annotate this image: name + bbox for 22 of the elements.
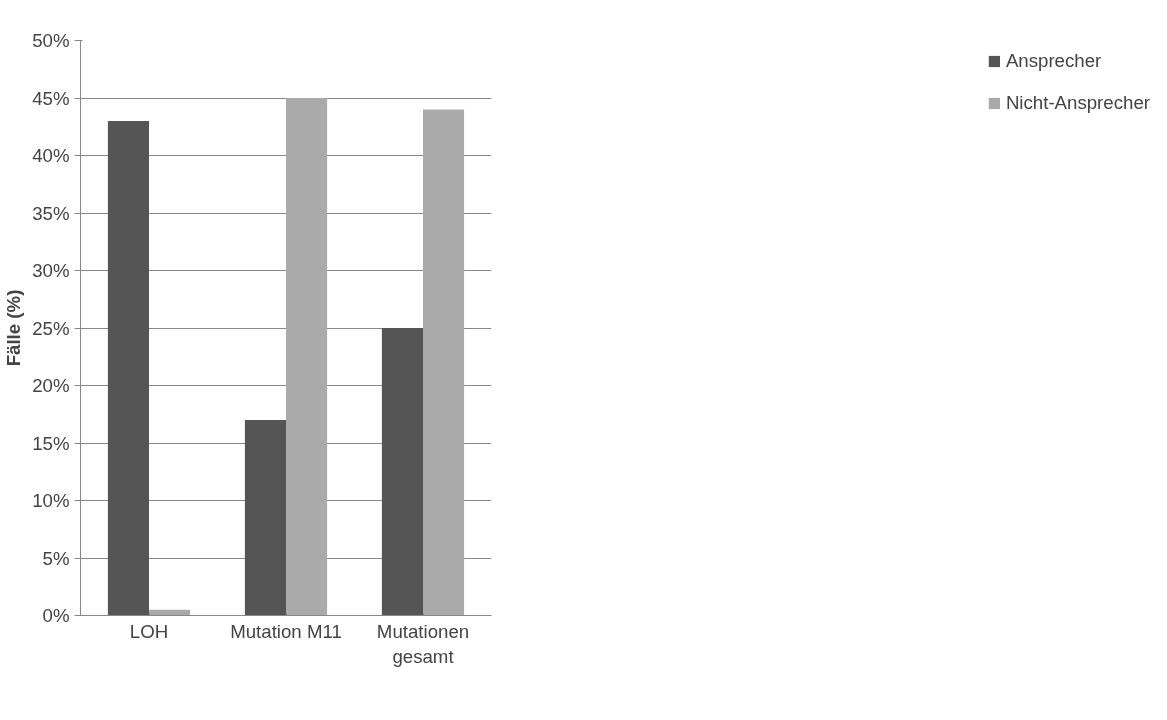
x-tick-label: LOH [129,620,169,642]
bar [244,420,286,616]
bar [423,109,465,616]
y-tick-label: 10% [32,490,70,511]
y-tick-label: 30% [32,260,70,281]
y-tick-label: 5% [42,547,70,569]
y-tick-label: 45% [32,87,70,109]
y-tick-label: 20% [32,375,70,396]
bar [286,98,328,616]
y-tick-label: 35% [32,202,70,224]
y-tick-label: 25% [32,317,70,339]
legend-label: Nicht-Ansprecher [1005,92,1150,114]
y-tick-label: 15% [32,432,70,454]
x-tick-label: Mutationen gesamt [376,620,470,667]
bar [107,121,149,616]
y-tick-label: 0% [42,605,70,626]
y-tick-label: 40% [32,145,70,166]
y-tick-label: 50% [32,30,70,51]
y-axis-title: Fälle (%) [3,289,25,367]
x-tick-label: Mutation M11 [230,620,342,642]
legend-label: Ansprecher [1005,50,1102,72]
bar [381,328,423,616]
